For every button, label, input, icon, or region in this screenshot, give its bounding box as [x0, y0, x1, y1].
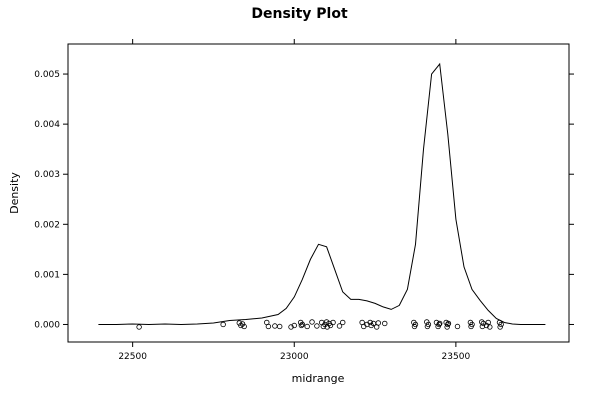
x-axis-label: midrange — [292, 372, 345, 385]
rug-point — [340, 319, 346, 326]
rug-point — [272, 323, 278, 329]
x-tick-label: 23000 — [280, 352, 309, 362]
rug-point — [277, 323, 283, 330]
x-tick-label: 23500 — [442, 352, 471, 362]
rug-point — [136, 324, 142, 330]
x-tick-label: 22500 — [118, 352, 147, 362]
rug-point — [220, 321, 226, 328]
rug-point — [291, 322, 297, 329]
y-tick-label: 0.005 — [34, 70, 60, 80]
rug-point — [309, 319, 315, 325]
y-tick-label: 0.002 — [34, 220, 60, 230]
rug-point — [314, 323, 320, 329]
rug-point — [304, 323, 310, 330]
rug-point — [288, 324, 294, 330]
y-axis-label: Density — [8, 172, 21, 214]
y-tick-label: 0.004 — [34, 120, 60, 130]
rug-point — [437, 320, 443, 327]
y-tick-label: 0.001 — [34, 270, 60, 280]
axes: 22500 23000 23500 0.000 0.001 0.002 0.003 0.004… — [34, 39, 574, 362]
chart-title: Density Plot — [251, 6, 348, 22]
rug-point — [241, 323, 247, 330]
rug-point — [238, 322, 244, 329]
rug-points — [136, 319, 504, 330]
rug-point — [483, 322, 490, 329]
rug-point — [485, 319, 491, 326]
density-series — [98, 62, 546, 326]
rug-point — [375, 320, 381, 326]
rug-point — [367, 319, 373, 326]
rug-point — [497, 324, 503, 330]
rug-point — [323, 319, 330, 325]
rug-point — [425, 321, 432, 328]
rug-point — [336, 323, 343, 329]
rug-point — [487, 324, 493, 330]
rug-point — [382, 320, 388, 327]
rug-point — [454, 323, 461, 330]
rug-point — [330, 319, 336, 326]
rug-point — [299, 321, 306, 328]
rug-point — [498, 321, 504, 328]
rug-point — [444, 324, 450, 330]
rug-point — [445, 321, 451, 328]
rug-point — [445, 320, 452, 327]
y-tick-label: 0.003 — [34, 170, 60, 180]
rug-point — [469, 321, 475, 328]
y-tick-label: 0.000 — [34, 320, 60, 330]
plot-frame — [67, 43, 570, 343]
rug-point — [298, 322, 305, 329]
rug-point — [265, 323, 272, 330]
density-line — [98, 62, 546, 326]
rug-point — [412, 321, 419, 328]
rug-point — [436, 321, 442, 328]
